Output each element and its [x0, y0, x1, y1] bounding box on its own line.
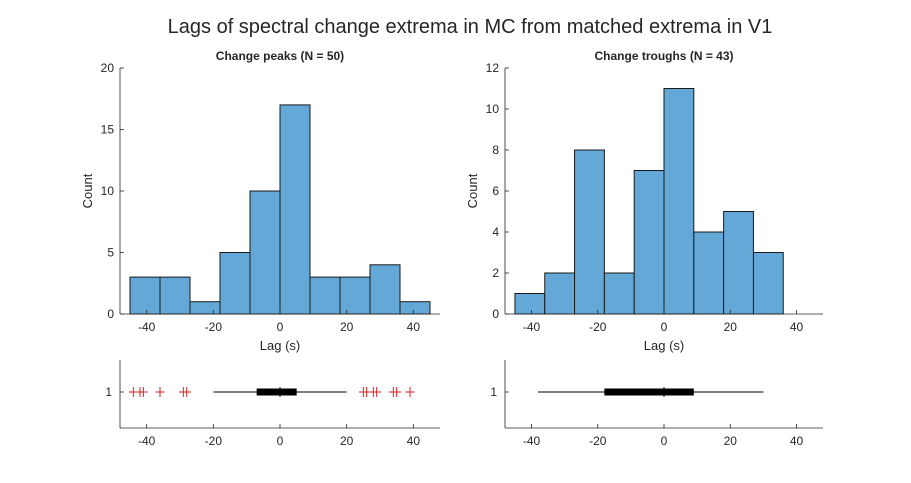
y-axis-label: Count [80, 173, 95, 208]
y-tick-label: 6 [492, 184, 499, 198]
histogram-bar [279, 104, 311, 315]
x-tick-label: 20 [340, 320, 354, 334]
boxplot-outlier [392, 387, 402, 397]
boxplot-x-tick-label: -40 [138, 434, 156, 448]
y-tick-label: 12 [486, 61, 500, 75]
histogram-bar [603, 272, 635, 315]
x-tick-label: -40 [523, 320, 541, 334]
histogram-panel-2: Change troughs (N = 43) 0 2 4 6 8 10 12 -40 -20 0 2… [465, 49, 823, 353]
boxplot-x-tick-label: 20 [724, 434, 738, 448]
panel-title: Change peaks (N = 50) [216, 49, 344, 63]
histogram-bar [663, 88, 695, 315]
y-axis-label: Count [465, 173, 480, 208]
boxplot-x-tick-label: 0 [277, 434, 284, 448]
panel-title: Change troughs (N = 43) [594, 49, 733, 63]
x-axis-label: Lag (s) [260, 338, 300, 353]
histogram-bar [129, 276, 161, 315]
y-tick-label: 10 [101, 184, 115, 198]
x-tick-label: 40 [407, 320, 421, 334]
x-tick-label: 40 [790, 320, 804, 334]
histogram-bar [249, 190, 281, 315]
boxplot-box [256, 388, 297, 396]
y-tick-label: 8 [492, 143, 499, 157]
histogram-bar [309, 276, 341, 315]
x-axis-label: Lag (s) [644, 338, 684, 353]
boxplot-x-tick-label: 40 [790, 434, 804, 448]
y-tick-label: 2 [492, 266, 499, 280]
y-tick-label: 0 [107, 307, 114, 321]
boxplot-y-tick-label: 1 [490, 385, 497, 399]
boxplot-x-tick-label: -20 [205, 434, 223, 448]
x-tick-label: -40 [138, 320, 156, 334]
histogram-bar [189, 301, 221, 315]
histogram-bar [633, 170, 665, 315]
boxplot-outlier [405, 387, 415, 397]
boxplot-outlier [182, 387, 192, 397]
boxplot-panel-1: 1 -40 -20 0 20 40 [105, 360, 440, 448]
y-tick-label: 20 [101, 61, 115, 75]
boxplot-panel-2: 1 -40 -20 0 20 40 [490, 360, 823, 448]
histogram-bar [399, 301, 431, 315]
histogram-bar [369, 264, 401, 315]
x-tick-label: 0 [277, 320, 284, 334]
histogram-bar [574, 149, 605, 315]
boxplot-outlier [138, 387, 148, 397]
y-tick-label: 4 [492, 225, 499, 239]
histogram-bar [514, 293, 546, 315]
boxplot-box [604, 388, 694, 396]
boxplot-y-tick-label: 1 [105, 385, 112, 399]
x-tick-label: -20 [589, 320, 607, 334]
histogram-bar [159, 276, 191, 315]
histogram-bar [752, 252, 784, 315]
x-tick-label: 20 [724, 320, 738, 334]
histogram-panel-1: Change peaks (N = 50) 0 5 10 15 20 -40 -20 0 20 40… [80, 49, 440, 353]
histogram-bar [339, 276, 371, 315]
boxplot-x-tick-label: -40 [523, 434, 541, 448]
boxplot-outlier [155, 387, 165, 397]
histogram-bar [693, 231, 725, 315]
histogram-bar [544, 272, 576, 315]
y-tick-label: 0 [492, 307, 499, 321]
y-tick-label: 15 [101, 123, 115, 137]
boxplot-x-tick-label: -20 [589, 434, 607, 448]
boxplot-x-tick-label: 0 [661, 434, 668, 448]
y-tick-label: 5 [107, 246, 114, 260]
histogram-bar [723, 211, 754, 315]
x-tick-label: -20 [205, 320, 223, 334]
boxplot-x-tick-label: 20 [340, 434, 354, 448]
boxplot-x-tick-label: 40 [407, 434, 421, 448]
boxplot-outlier [372, 387, 382, 397]
figure-title: Lags of spectral change extrema in MC fr… [168, 16, 773, 38]
x-tick-label: 0 [661, 320, 668, 334]
histogram-bar [219, 252, 251, 315]
y-tick-label: 10 [486, 102, 500, 116]
